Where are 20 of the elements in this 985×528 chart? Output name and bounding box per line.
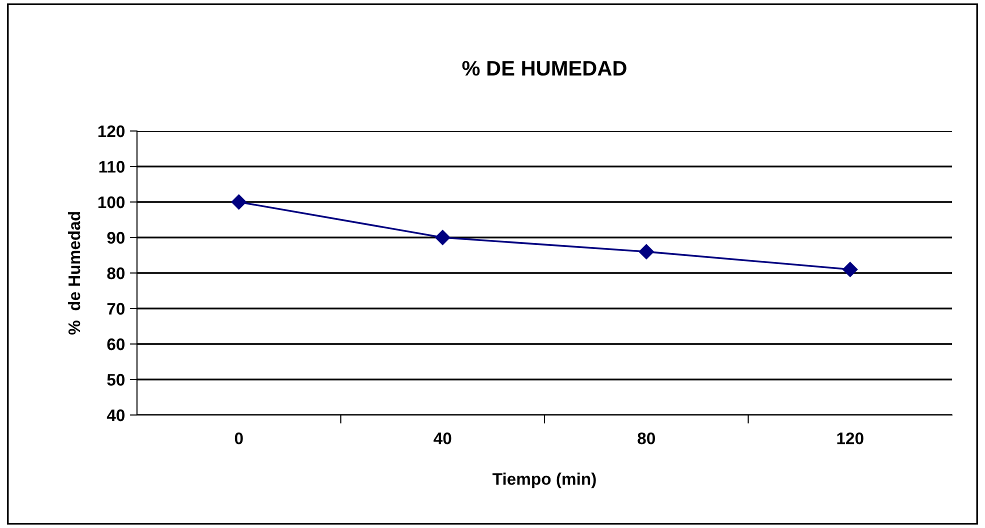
point <box>638 244 654 260</box>
point <box>842 262 858 278</box>
x-tick-label: 40 <box>434 432 452 444</box>
y-tick-label: 120 <box>98 125 125 138</box>
point <box>231 194 246 210</box>
y-tick-label: 60 <box>107 338 125 350</box>
point <box>435 230 450 246</box>
y-axis-title: % de Humedad <box>68 212 80 335</box>
x-tick-label: 120 <box>837 432 864 444</box>
y-tick-label: 110 <box>99 160 125 173</box>
x-tick-label: 80 <box>638 432 655 444</box>
y-tick-label: 50 <box>107 374 125 386</box>
y-tick-label: 80 <box>107 267 125 280</box>
y-tick-label: 70 <box>107 302 125 315</box>
x-axis-title: Tiempo (min) <box>492 472 596 488</box>
y-tick-label: 100 <box>98 196 125 208</box>
y-tick-label: 90 <box>107 232 125 244</box>
chart-title: % DE HUMEDAD <box>462 60 626 76</box>
y-tick-label: 40 <box>106 409 125 422</box>
x-tick-label: 0 <box>234 432 243 444</box>
